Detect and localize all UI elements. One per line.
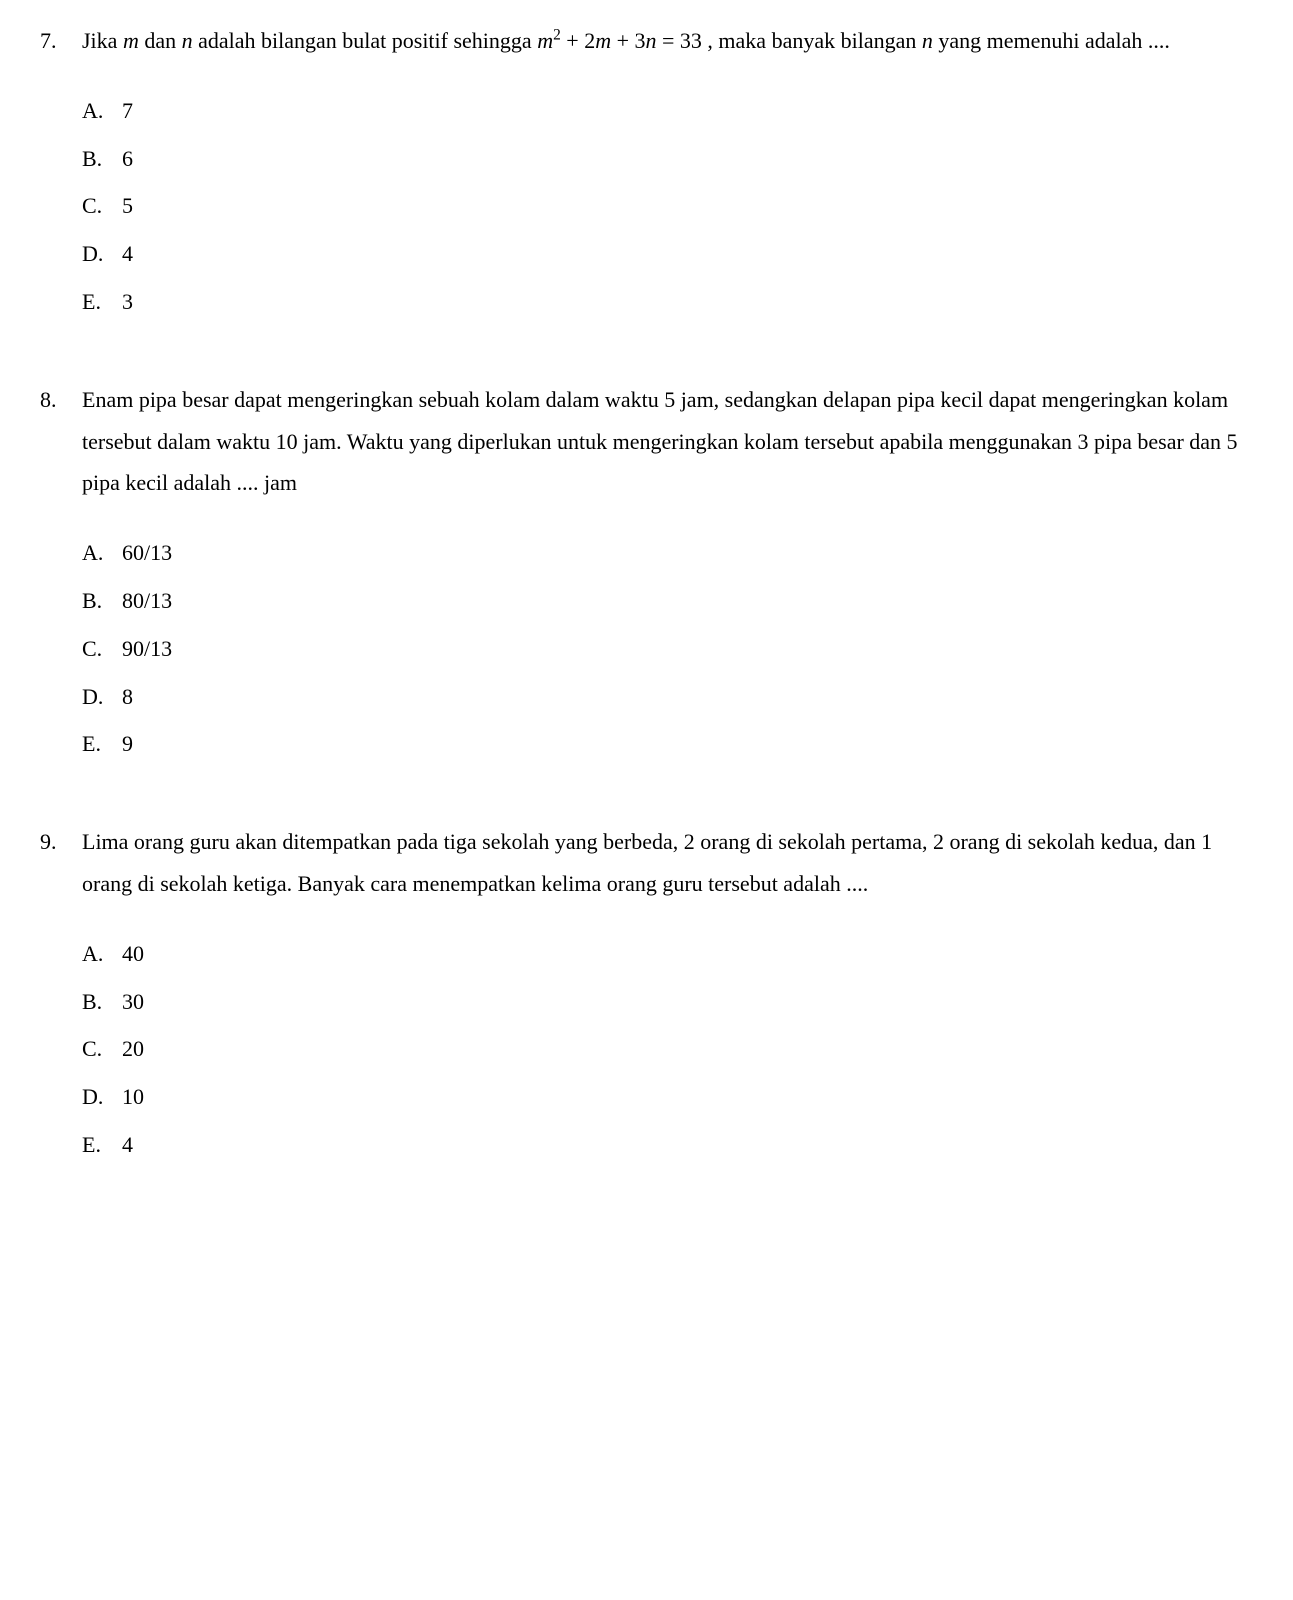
text-part: n — [646, 28, 657, 53]
text-part: Enam pipa besar dapat mengeringkan sebua… — [82, 387, 1238, 496]
option-e[interactable]: E.3 — [82, 281, 1253, 323]
option-value: 5 — [122, 185, 1253, 227]
option-value: 10 — [122, 1076, 1253, 1118]
text-part: Jika — [82, 28, 123, 53]
option-letter: D. — [82, 676, 122, 718]
question-body: Lima orang guru akan ditempatkan pada ti… — [82, 821, 1253, 1172]
option-value: 4 — [122, 233, 1253, 275]
option-letter: A. — [82, 90, 122, 132]
option-letter: D. — [82, 233, 122, 275]
option-value: 30 — [122, 981, 1253, 1023]
text-part: m — [123, 28, 139, 53]
text-part: yang memenuhi adalah .... — [933, 28, 1170, 53]
option-letter: A. — [82, 532, 122, 574]
option-value: 90/13 — [122, 628, 1253, 670]
option-value: 60/13 — [122, 532, 1253, 574]
option-value: 9 — [122, 723, 1253, 765]
option-value: 80/13 — [122, 580, 1253, 622]
option-letter: B. — [82, 580, 122, 622]
text-part: 2 — [553, 27, 561, 44]
text-part: n — [182, 28, 193, 53]
option-letter: E. — [82, 281, 122, 323]
option-e[interactable]: E. 4 — [82, 1124, 1253, 1166]
option-d[interactable]: D.8 — [82, 676, 1253, 718]
option-value: 4 — [122, 1124, 1253, 1166]
text-part: m — [537, 28, 553, 53]
option-a[interactable]: A.7 — [82, 90, 1253, 132]
text-part: = 33 , maka banyak bilangan — [657, 28, 922, 53]
question-number: 9. — [40, 821, 82, 1172]
option-a[interactable]: A.60/13 — [82, 532, 1253, 574]
question-text: Enam pipa besar dapat mengeringkan sebua… — [82, 379, 1253, 504]
text-part: + 2 — [561, 28, 595, 53]
option-c[interactable]: C.5 — [82, 185, 1253, 227]
question-2: 8.Enam pipa besar dapat mengeringkan seb… — [40, 379, 1253, 771]
options-list: A.7B.6C.5D.4E.3 — [82, 90, 1253, 323]
option-value: 40 — [122, 933, 1253, 975]
option-b[interactable]: B.80/13 — [82, 580, 1253, 622]
option-letter: E. — [82, 723, 122, 765]
option-letter: C. — [82, 185, 122, 227]
question-body: Enam pipa besar dapat mengeringkan sebua… — [82, 379, 1253, 771]
question-body: Jika m dan n adalah bilangan bulat posit… — [82, 20, 1253, 329]
option-letter: D. — [82, 1076, 122, 1118]
option-letter: B. — [82, 981, 122, 1023]
text-part: m — [595, 28, 611, 53]
option-value: 3 — [122, 281, 1253, 323]
option-value: 8 — [122, 676, 1253, 718]
question-text: Jika m dan n adalah bilangan bulat posit… — [82, 20, 1253, 62]
question-number: 8. — [40, 379, 82, 771]
option-a[interactable]: A.40 — [82, 933, 1253, 975]
option-value: 7 — [122, 90, 1253, 132]
option-letter: E. — [82, 1124, 122, 1166]
option-d[interactable]: D.10 — [82, 1076, 1253, 1118]
option-letter: A. — [82, 933, 122, 975]
options-list: A.40B.30C.20D.10E. 4 — [82, 933, 1253, 1166]
text-part: Lima orang guru akan ditempatkan pada ti… — [82, 829, 1212, 896]
options-list: A.60/13B.80/13C.90/13D.8E.9 — [82, 532, 1253, 765]
question-1: 7.Jika m dan n adalah bilangan bulat pos… — [40, 20, 1253, 329]
option-d[interactable]: D.4 — [82, 233, 1253, 275]
question-text: Lima orang guru akan ditempatkan pada ti… — [82, 821, 1253, 905]
option-letter: C. — [82, 1028, 122, 1070]
option-c[interactable]: C.20 — [82, 1028, 1253, 1070]
question-number: 7. — [40, 20, 82, 329]
option-letter: C. — [82, 628, 122, 670]
text-part: adalah bilangan bulat positif sehingga — [193, 28, 538, 53]
option-value: 6 — [122, 138, 1253, 180]
option-letter: B. — [82, 138, 122, 180]
option-value: 20 — [122, 1028, 1253, 1070]
text-part: dan — [139, 28, 182, 53]
text-part: + 3 — [611, 28, 645, 53]
option-b[interactable]: B.30 — [82, 981, 1253, 1023]
option-b[interactable]: B.6 — [82, 138, 1253, 180]
question-3: 9.Lima orang guru akan ditempatkan pada … — [40, 821, 1253, 1172]
option-e[interactable]: E.9 — [82, 723, 1253, 765]
text-part: n — [922, 28, 933, 53]
option-c[interactable]: C.90/13 — [82, 628, 1253, 670]
